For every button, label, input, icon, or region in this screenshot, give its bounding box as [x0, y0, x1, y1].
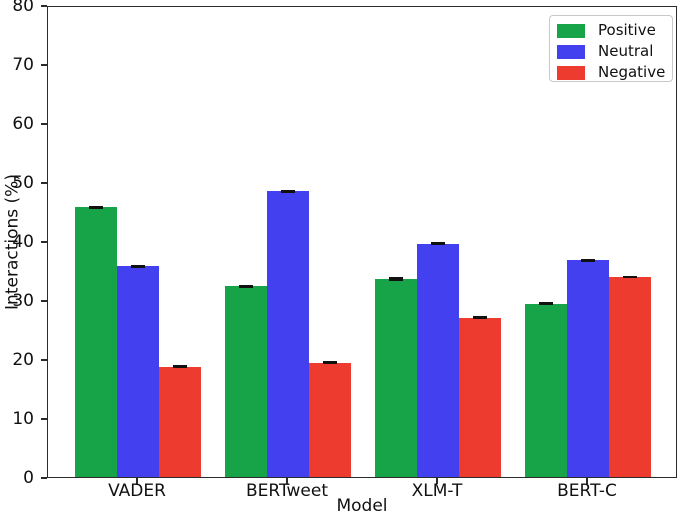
y-tick-mark: [41, 300, 47, 302]
legend-item-negative: Negative: [557, 62, 672, 83]
legend-item-neutral: Neutral: [557, 41, 672, 62]
y-tick-label: 70: [12, 55, 34, 75]
legend: Positive Neutral Negative: [549, 15, 673, 82]
legend-label: Negative: [598, 63, 666, 81]
x-tick-mark: [586, 478, 588, 484]
bar-negative-bert-c: [609, 277, 651, 477]
error-bar: [581, 258, 595, 263]
bar-neutral-vader: [117, 266, 159, 477]
bar-positive-bert-c: [525, 303, 567, 477]
error-bar: [239, 284, 253, 288]
error-bar: [473, 316, 487, 320]
bar-positive-bertweet: [225, 286, 267, 477]
legend-swatch-positive: [557, 23, 585, 38]
bar-negative-bertweet: [309, 362, 351, 477]
error-bar: [89, 205, 103, 210]
x-tick-label: BERT-C: [557, 481, 617, 501]
y-tick-label: 40: [12, 232, 34, 252]
y-tick-mark: [41, 418, 47, 420]
error-bar: [431, 242, 445, 246]
x-tick-label: VADER: [108, 481, 166, 501]
error-bar: [281, 189, 295, 193]
y-tick-label: 60: [12, 114, 34, 134]
error-bar: [131, 264, 145, 269]
y-tick-mark: [41, 64, 47, 66]
bar-positive-vader: [75, 207, 117, 477]
bar-neutral-xlm-t: [417, 243, 459, 477]
y-tick-label: 30: [12, 291, 34, 311]
bar-negative-vader: [159, 366, 201, 477]
y-tick-mark: [41, 182, 47, 184]
y-tick-mark: [41, 123, 47, 125]
y-tick-mark: [41, 241, 47, 243]
legend-swatch-negative: [557, 65, 585, 80]
y-tick-mark: [41, 359, 47, 361]
y-tick-label: 10: [12, 409, 34, 429]
legend-label: Positive: [598, 21, 656, 39]
legend-item-positive: Positive: [557, 20, 672, 41]
error-bar: [173, 365, 187, 368]
y-tick-label: 50: [12, 173, 34, 193]
bar-negative-xlm-t: [459, 317, 501, 477]
error-bar: [323, 361, 337, 364]
bar-neutral-bertweet: [267, 191, 309, 477]
legend-swatch-neutral: [557, 44, 585, 59]
error-bar: [389, 277, 403, 281]
y-tick-label: 80: [12, 0, 34, 16]
plot-area: [47, 6, 677, 478]
bar-positive-xlm-t: [375, 278, 417, 477]
x-tick-label: BERTweet: [245, 481, 329, 501]
y-tick-mark: [41, 477, 47, 479]
x-tick-mark: [286, 478, 288, 484]
bar-neutral-bert-c: [567, 260, 609, 477]
y-tick-mark: [41, 5, 47, 7]
x-tick-label: XLM-T: [411, 481, 463, 501]
x-tick-mark: [436, 478, 438, 484]
error-bar: [539, 302, 553, 305]
legend-label: Neutral: [598, 42, 654, 60]
error-bar: [623, 275, 637, 279]
y-tick-label: 20: [12, 350, 34, 370]
x-axis-label: Model: [336, 496, 388, 516]
x-tick-mark: [136, 478, 138, 484]
y-tick-label: 0: [23, 468, 34, 488]
